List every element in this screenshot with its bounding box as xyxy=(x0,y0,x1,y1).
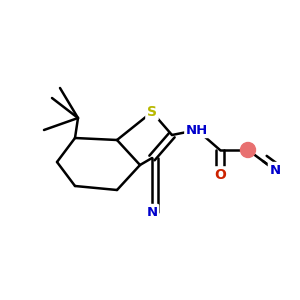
Text: O: O xyxy=(214,168,226,182)
Text: S: S xyxy=(147,105,157,119)
Text: N: N xyxy=(269,164,281,176)
Circle shape xyxy=(241,142,256,158)
Text: N: N xyxy=(146,206,158,218)
Text: NH: NH xyxy=(186,124,208,136)
